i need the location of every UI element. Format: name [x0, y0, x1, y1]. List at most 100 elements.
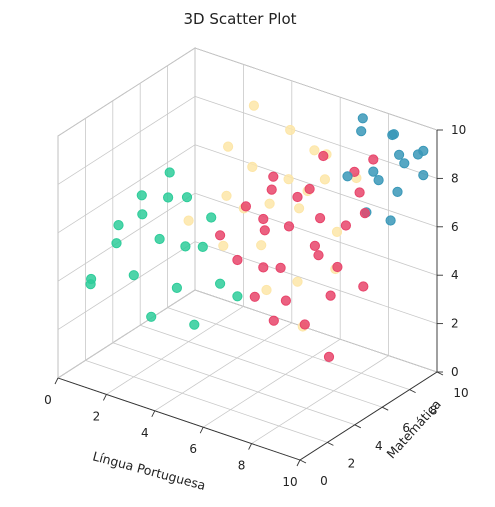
- data-point-series-1: [164, 167, 175, 178]
- data-point-series-1: [146, 311, 157, 322]
- data-point-series-4: [357, 113, 368, 124]
- data-point-series-2: [183, 215, 194, 226]
- data-point-series-2: [264, 198, 275, 209]
- grid-line-floor-x: [202, 338, 341, 428]
- back-pane: [194, 47, 438, 373]
- data-point-series-3: [340, 220, 351, 231]
- data-point-series-3: [215, 230, 226, 241]
- x-tick-label: 6: [189, 442, 197, 456]
- x-tick-label: 8: [238, 459, 246, 473]
- data-point-series-1: [137, 209, 148, 220]
- y-tick-label: 6: [402, 421, 410, 435]
- x-tick-label: 2: [93, 409, 101, 423]
- data-point-series-2: [248, 100, 259, 111]
- grid-line-back-z: [194, 241, 438, 324]
- data-point-series-2: [294, 203, 305, 214]
- data-point-series-1: [206, 212, 217, 223]
- data-point-series-3: [325, 290, 336, 301]
- z-tick-label: 10: [451, 123, 466, 137]
- data-point-series-3: [313, 250, 324, 261]
- x-tick-mark: [199, 426, 204, 434]
- y-tick-label: 4: [375, 439, 383, 453]
- y-tick-mark: [381, 406, 389, 411]
- grid-line-floor-y: [167, 307, 410, 390]
- y-tick-mark: [436, 371, 444, 376]
- data-point-series-3: [249, 291, 260, 302]
- data-point-series-1: [197, 241, 208, 252]
- data-point-series-1: [171, 282, 182, 293]
- grid-line-left-z: [57, 192, 196, 282]
- data-point-series-4: [394, 149, 405, 160]
- data-point-series-2: [218, 240, 229, 251]
- data-point-series-1: [180, 241, 191, 252]
- data-point-series-3: [240, 201, 251, 212]
- data-point-series-3: [283, 221, 295, 232]
- data-point-series-3: [359, 208, 370, 219]
- chart-title: 3D Scatter Plot: [183, 10, 296, 28]
- x-tick-label: 4: [141, 426, 149, 440]
- data-point-series-4: [373, 175, 384, 186]
- x-tick-mark: [296, 459, 301, 467]
- z-tick-label: 0: [451, 365, 459, 379]
- y-tick-mark: [409, 389, 416, 394]
- data-point-series-2: [283, 174, 294, 185]
- grid-line-floor-x: [106, 306, 244, 395]
- data-point-series-2: [292, 276, 303, 287]
- x-tick-label: 10: [282, 475, 297, 489]
- grid-line-back-z: [194, 47, 438, 131]
- data-point-series-3: [358, 281, 369, 292]
- y-tick-label: 10: [453, 386, 468, 400]
- data-point-series-1: [232, 291, 243, 302]
- data-point-series-4: [387, 129, 398, 141]
- data-point-series-3: [332, 261, 343, 273]
- axes-ticks: 0 2 4 6 8 10 0 2 4 6 8 10 0 2 4 6 8 10: [44, 123, 468, 489]
- data-point-series-3: [315, 213, 326, 224]
- grid-line-left-z: [57, 47, 196, 137]
- grid-line-floor-y: [140, 324, 383, 408]
- x-tick-label: 0: [44, 393, 52, 407]
- y-tick-mark: [327, 441, 334, 446]
- data-point-series-3: [354, 187, 365, 198]
- x-tick-mark: [54, 377, 59, 385]
- axes-lines: [57, 130, 438, 461]
- data-point-series-4: [392, 186, 403, 197]
- data-point-series-2: [223, 141, 234, 152]
- data-point-series-3: [309, 240, 320, 251]
- grid-line-back-z: [194, 144, 438, 228]
- data-point-series-3: [266, 184, 277, 195]
- y-axis-line: [299, 371, 438, 461]
- data-point-series-2: [319, 174, 330, 185]
- data-point-series-1: [113, 220, 124, 231]
- data-point-series-3: [258, 262, 269, 273]
- data-point-series-3: [258, 213, 269, 225]
- data-point-series-1: [215, 278, 226, 289]
- y-tick-label: 0: [320, 474, 328, 488]
- y-tick-mark: [354, 424, 362, 429]
- data-point-series-2: [261, 284, 272, 296]
- data-point-series-3: [368, 154, 379, 165]
- data-point-series-1: [136, 190, 147, 201]
- grid-line-floor-x: [251, 355, 389, 444]
- data-point-series-1: [181, 192, 193, 203]
- data-point-series-1: [86, 273, 97, 285]
- data-point-series-2: [256, 240, 267, 251]
- data-point-series-2: [221, 190, 232, 201]
- data-point-series-4: [356, 126, 367, 137]
- axes-grid: [57, 47, 438, 461]
- data-point-series-1: [128, 270, 139, 281]
- data-point-series-1: [189, 319, 200, 330]
- x-tick-mark: [102, 394, 107, 401]
- z-tick-label: 2: [451, 317, 459, 331]
- grid-line-back-z: [194, 289, 438, 373]
- data-point-series-3: [232, 254, 243, 266]
- data-points: [85, 100, 429, 362]
- grid-line-floor-y: [112, 342, 355, 426]
- data-point-series-2: [285, 124, 296, 136]
- left-pane: [57, 47, 196, 379]
- data-point-series-3: [275, 262, 286, 273]
- data-point-series-3: [292, 191, 303, 203]
- z-tick-label: 6: [451, 220, 459, 234]
- grid-line-left-z: [57, 96, 196, 185]
- data-point-series-4: [385, 215, 396, 226]
- x-tick-mark: [248, 443, 253, 450]
